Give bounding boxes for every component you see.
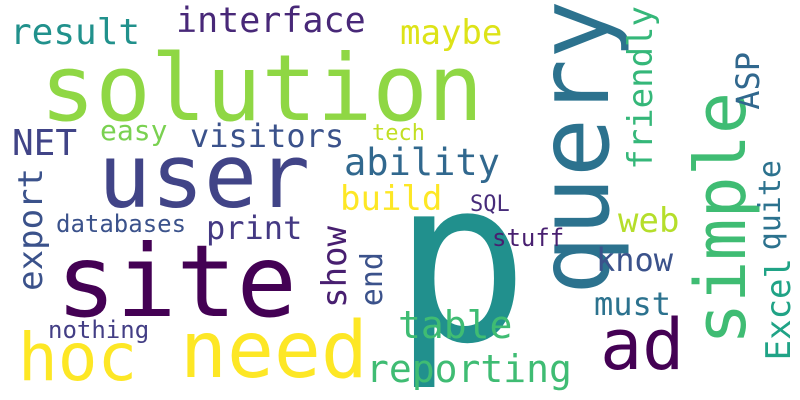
word-solution: solution <box>40 35 484 142</box>
word-tech: tech <box>372 121 425 146</box>
word-need: need <box>180 306 368 396</box>
word-p: p <box>393 131 530 394</box>
word-nothing: nothing <box>48 316 150 344</box>
word-simple: simple <box>680 92 762 345</box>
word-databases: databases <box>56 210 187 238</box>
word-friendly: friendly <box>621 6 661 170</box>
word-easy: easy <box>100 114 168 147</box>
word-know: know <box>596 241 674 279</box>
word-end: end <box>355 252 390 307</box>
word-reporting: reporting <box>366 347 572 391</box>
word-NET: NET <box>12 123 78 164</box>
word-Excel: Excel <box>759 258 799 361</box>
word-SQL: SQL <box>470 192 510 217</box>
word-web: web <box>618 201 680 241</box>
word-build: build <box>340 179 443 219</box>
word-table: table <box>398 303 513 347</box>
word-ability: ability <box>344 141 500 184</box>
word-user: user <box>98 125 310 228</box>
word-result: result <box>10 12 141 53</box>
word-hoc: hoc <box>18 319 138 396</box>
word-export: export <box>11 168 51 291</box>
word-ad: ad <box>600 304 685 386</box>
word-interface: interface <box>176 1 366 41</box>
word-print: print <box>206 209 303 247</box>
word-ASP: ASP <box>729 52 767 110</box>
word-show: show <box>315 226 355 308</box>
word-site: site <box>56 223 297 340</box>
word-stuff: stuff <box>492 224 565 252</box>
word-must: must <box>594 285 672 323</box>
word-maybe: maybe <box>400 13 503 53</box>
word-quite: quite <box>753 160 788 251</box>
word-visitors: visitors <box>190 117 345 155</box>
